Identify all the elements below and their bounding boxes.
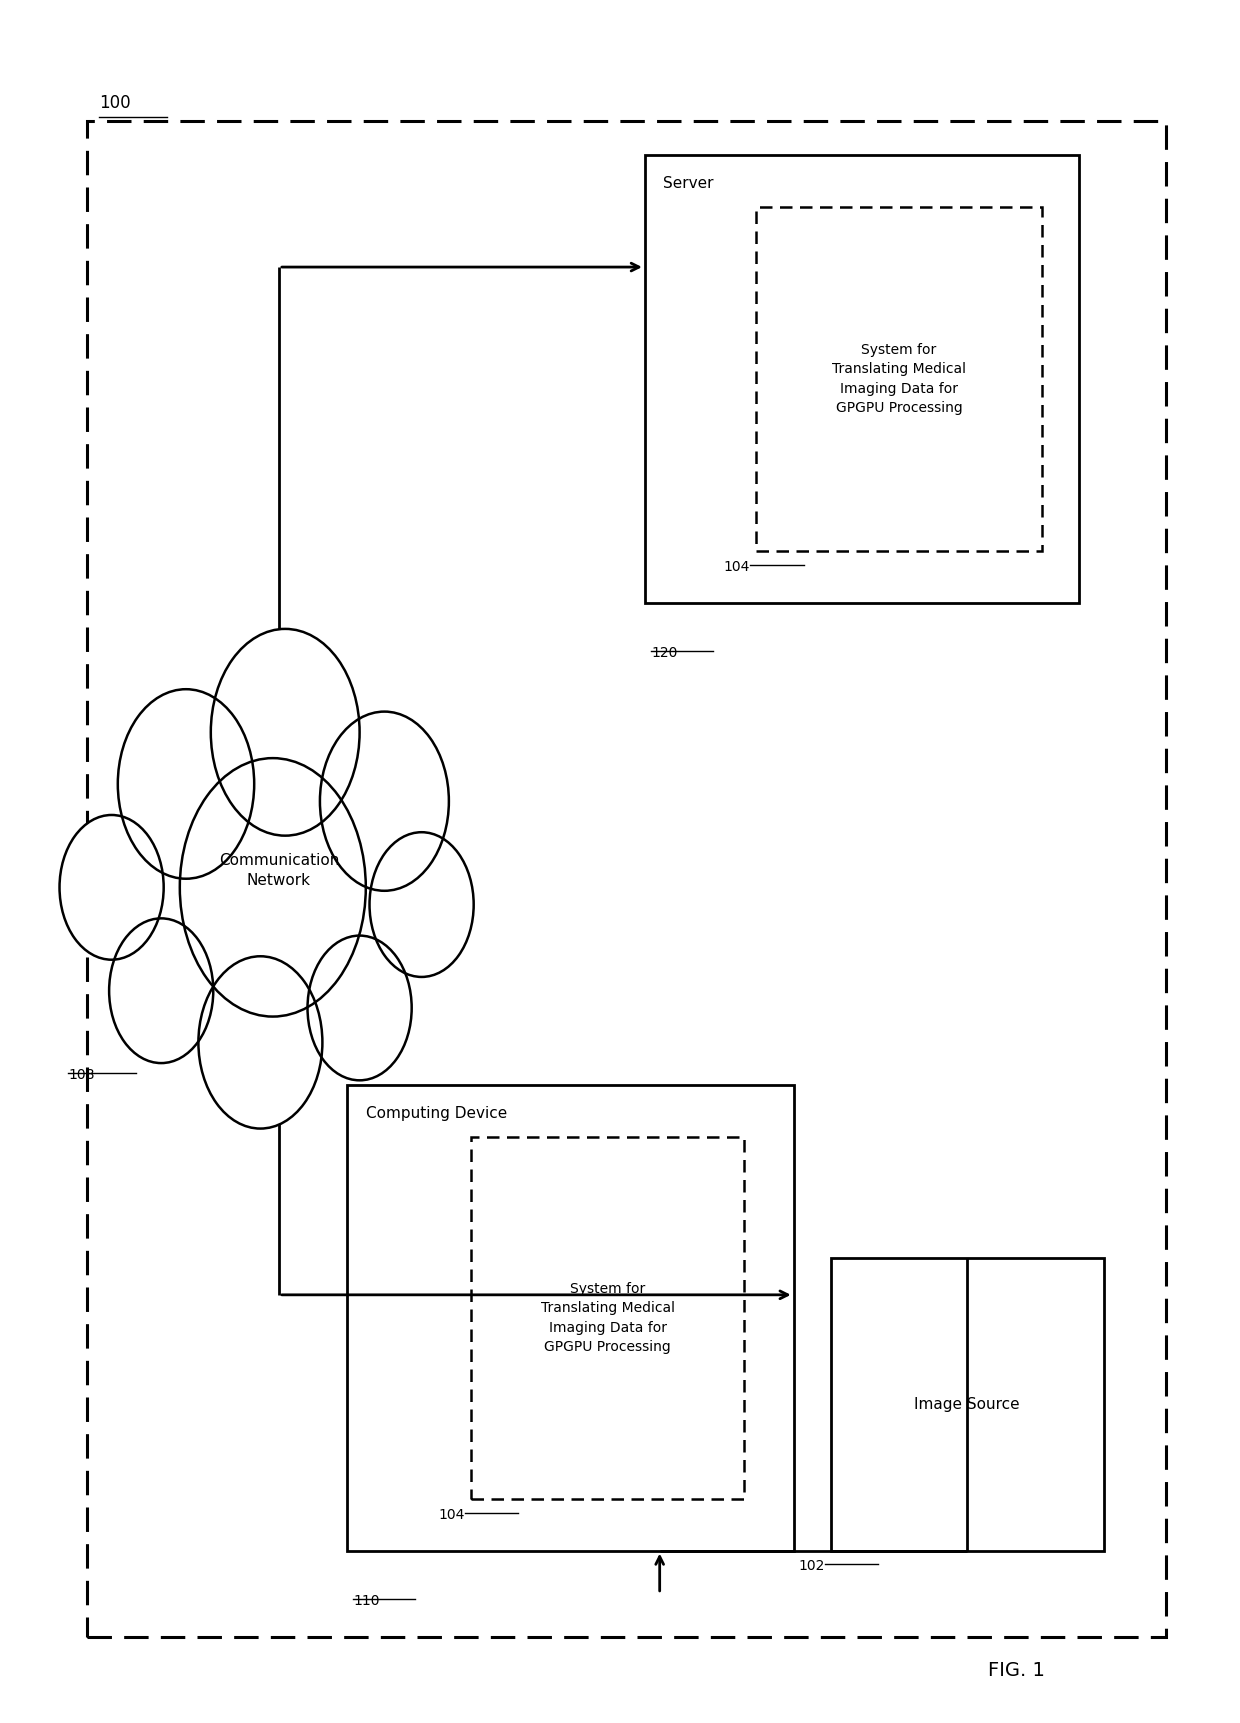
Bar bbox=[347, 1085, 794, 1551]
Text: Computing Device: Computing Device bbox=[366, 1106, 507, 1122]
Text: Communication
Network: Communication Network bbox=[218, 853, 340, 887]
Circle shape bbox=[60, 815, 164, 960]
Text: System for
Translating Medical
Imaging Data for
GPGPU Processing: System for Translating Medical Imaging D… bbox=[541, 1282, 675, 1354]
Text: 120: 120 bbox=[651, 646, 677, 660]
Circle shape bbox=[320, 712, 449, 891]
Bar bbox=[645, 155, 1079, 603]
Text: System for
Translating Medical
Imaging Data for
GPGPU Processing: System for Translating Medical Imaging D… bbox=[832, 343, 966, 415]
Text: 104: 104 bbox=[724, 560, 750, 574]
Text: Server: Server bbox=[663, 176, 714, 191]
Circle shape bbox=[180, 758, 366, 1017]
Text: 104: 104 bbox=[439, 1508, 465, 1521]
Ellipse shape bbox=[99, 715, 446, 1060]
Bar bbox=[471, 1137, 744, 1499]
Text: 110: 110 bbox=[353, 1594, 379, 1608]
Text: Image Source: Image Source bbox=[914, 1397, 1021, 1411]
Circle shape bbox=[109, 918, 213, 1063]
Text: FIG. 1: FIG. 1 bbox=[988, 1661, 1045, 1680]
Bar bbox=[831, 1258, 1104, 1551]
Circle shape bbox=[308, 936, 412, 1080]
Circle shape bbox=[370, 832, 474, 977]
Text: 100: 100 bbox=[99, 95, 131, 112]
Text: 108: 108 bbox=[68, 1068, 94, 1082]
Circle shape bbox=[211, 629, 360, 836]
Circle shape bbox=[198, 956, 322, 1129]
Circle shape bbox=[118, 689, 254, 879]
Bar bbox=[756, 207, 1042, 551]
Text: 102: 102 bbox=[799, 1559, 825, 1573]
Bar bbox=[87, 121, 1166, 1637]
